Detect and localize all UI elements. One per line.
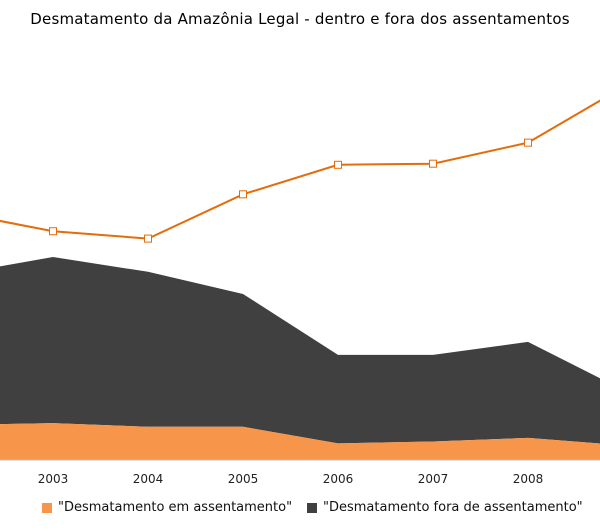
legend-swatch-em-assentamento: [42, 502, 52, 513]
line-series-path: [0, 99, 600, 240]
legend-swatch-fora-assentamento: [307, 502, 317, 513]
line-marker-2004: [144, 234, 152, 243]
chart-title: Desmatamento da Amazônia Legal - dentro …: [30, 10, 570, 28]
legend-label-em-assentamento: "Desmatamento em assentamento": [58, 500, 293, 515]
legend-label-fora-assentamento: "Desmatamento fora de assentamento": [323, 500, 583, 515]
x-tick-label-2007: 2007: [418, 472, 449, 486]
area-desmatamento-fora: [0, 257, 600, 444]
legend-item-fora-assentamento: "Desmatamento fora de assentamento": [307, 500, 583, 515]
line-marker-2005: [239, 190, 247, 199]
x-tick-label-2006: 2006: [323, 472, 354, 486]
legend-item-em-assentamento: "Desmatamento em assentamento": [42, 500, 292, 515]
x-tick-label-2005: 2005: [228, 472, 259, 486]
line-marker-2008: [524, 138, 532, 147]
line-marker-2007: [429, 159, 437, 168]
x-tick-label-2004: 2004: [133, 472, 164, 486]
x-tick-label-2003: 2003: [38, 472, 69, 486]
line-marker-2003: [49, 227, 57, 236]
line-marker-2006: [334, 160, 342, 169]
area-desmatamento-em: [0, 423, 600, 460]
x-tick-label-2008: 2008: [513, 472, 544, 486]
